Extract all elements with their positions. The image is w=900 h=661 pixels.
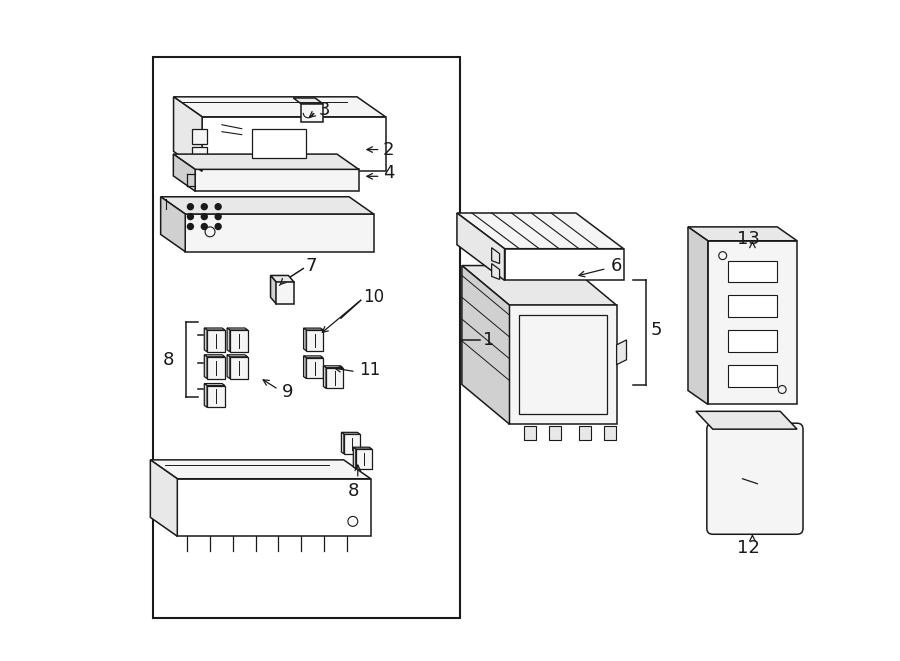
Polygon shape	[161, 197, 185, 252]
Polygon shape	[323, 366, 343, 368]
Text: 7: 7	[305, 256, 317, 274]
Polygon shape	[356, 449, 372, 469]
Polygon shape	[727, 295, 778, 317]
Text: 13: 13	[737, 230, 760, 248]
Circle shape	[187, 204, 194, 210]
Circle shape	[187, 214, 194, 219]
Polygon shape	[491, 248, 500, 264]
Polygon shape	[604, 426, 616, 440]
Polygon shape	[227, 355, 230, 379]
Polygon shape	[354, 447, 356, 469]
Polygon shape	[204, 383, 207, 407]
Text: 4: 4	[382, 165, 394, 182]
Text: 6: 6	[610, 256, 622, 274]
Polygon shape	[579, 426, 590, 440]
Polygon shape	[174, 97, 203, 171]
Polygon shape	[696, 411, 797, 429]
Polygon shape	[227, 328, 248, 330]
Polygon shape	[174, 97, 385, 117]
Circle shape	[202, 223, 207, 229]
Polygon shape	[344, 434, 360, 453]
Polygon shape	[303, 356, 306, 379]
Polygon shape	[341, 432, 360, 434]
Polygon shape	[727, 260, 778, 282]
Polygon shape	[204, 328, 225, 330]
Polygon shape	[207, 357, 225, 379]
Polygon shape	[727, 365, 778, 387]
Polygon shape	[150, 460, 371, 479]
Polygon shape	[276, 282, 294, 304]
Polygon shape	[549, 426, 561, 440]
Polygon shape	[616, 340, 626, 365]
Text: 1: 1	[482, 331, 494, 349]
Polygon shape	[491, 264, 500, 280]
Polygon shape	[150, 460, 177, 536]
Polygon shape	[326, 368, 343, 389]
Polygon shape	[271, 276, 276, 304]
Polygon shape	[207, 385, 225, 407]
Polygon shape	[230, 357, 248, 379]
Polygon shape	[227, 328, 230, 352]
Text: 11: 11	[359, 361, 380, 379]
Polygon shape	[230, 330, 248, 352]
Polygon shape	[457, 213, 505, 280]
Polygon shape	[323, 366, 326, 389]
Polygon shape	[227, 355, 248, 357]
Polygon shape	[293, 98, 323, 104]
Polygon shape	[303, 356, 323, 358]
Text: 8: 8	[348, 482, 359, 500]
Polygon shape	[462, 266, 616, 305]
Circle shape	[187, 223, 194, 229]
Polygon shape	[204, 355, 225, 357]
Polygon shape	[202, 117, 385, 171]
Polygon shape	[341, 432, 344, 453]
Text: 12: 12	[737, 539, 760, 557]
Text: 9: 9	[282, 383, 292, 401]
Text: 5: 5	[651, 321, 661, 339]
Circle shape	[202, 214, 207, 219]
Polygon shape	[177, 479, 371, 536]
Circle shape	[202, 204, 207, 210]
Polygon shape	[252, 129, 306, 159]
Polygon shape	[161, 197, 374, 214]
Polygon shape	[271, 276, 294, 282]
Polygon shape	[195, 169, 359, 191]
Text: 2: 2	[382, 141, 394, 159]
Circle shape	[215, 204, 221, 210]
Polygon shape	[505, 249, 624, 280]
Polygon shape	[302, 104, 323, 122]
Polygon shape	[204, 383, 225, 385]
Polygon shape	[193, 147, 207, 159]
Polygon shape	[509, 305, 617, 424]
FancyBboxPatch shape	[706, 423, 803, 534]
Polygon shape	[707, 241, 797, 405]
Polygon shape	[306, 358, 323, 379]
Polygon shape	[688, 227, 797, 241]
Polygon shape	[306, 330, 323, 351]
Polygon shape	[152, 58, 460, 617]
Polygon shape	[174, 154, 359, 169]
Text: 10: 10	[363, 288, 384, 306]
Text: 3: 3	[320, 101, 330, 119]
Polygon shape	[174, 154, 195, 191]
Circle shape	[215, 214, 221, 219]
Polygon shape	[462, 266, 509, 424]
Polygon shape	[303, 328, 323, 330]
Polygon shape	[193, 129, 207, 143]
Text: 8: 8	[163, 351, 175, 369]
Polygon shape	[207, 330, 225, 352]
Polygon shape	[303, 328, 306, 351]
Circle shape	[215, 223, 221, 229]
Polygon shape	[457, 213, 624, 249]
Polygon shape	[204, 328, 207, 352]
Polygon shape	[727, 330, 778, 352]
Polygon shape	[525, 426, 536, 440]
Polygon shape	[354, 447, 372, 449]
Polygon shape	[204, 355, 207, 379]
Polygon shape	[688, 227, 707, 405]
Polygon shape	[185, 214, 374, 252]
